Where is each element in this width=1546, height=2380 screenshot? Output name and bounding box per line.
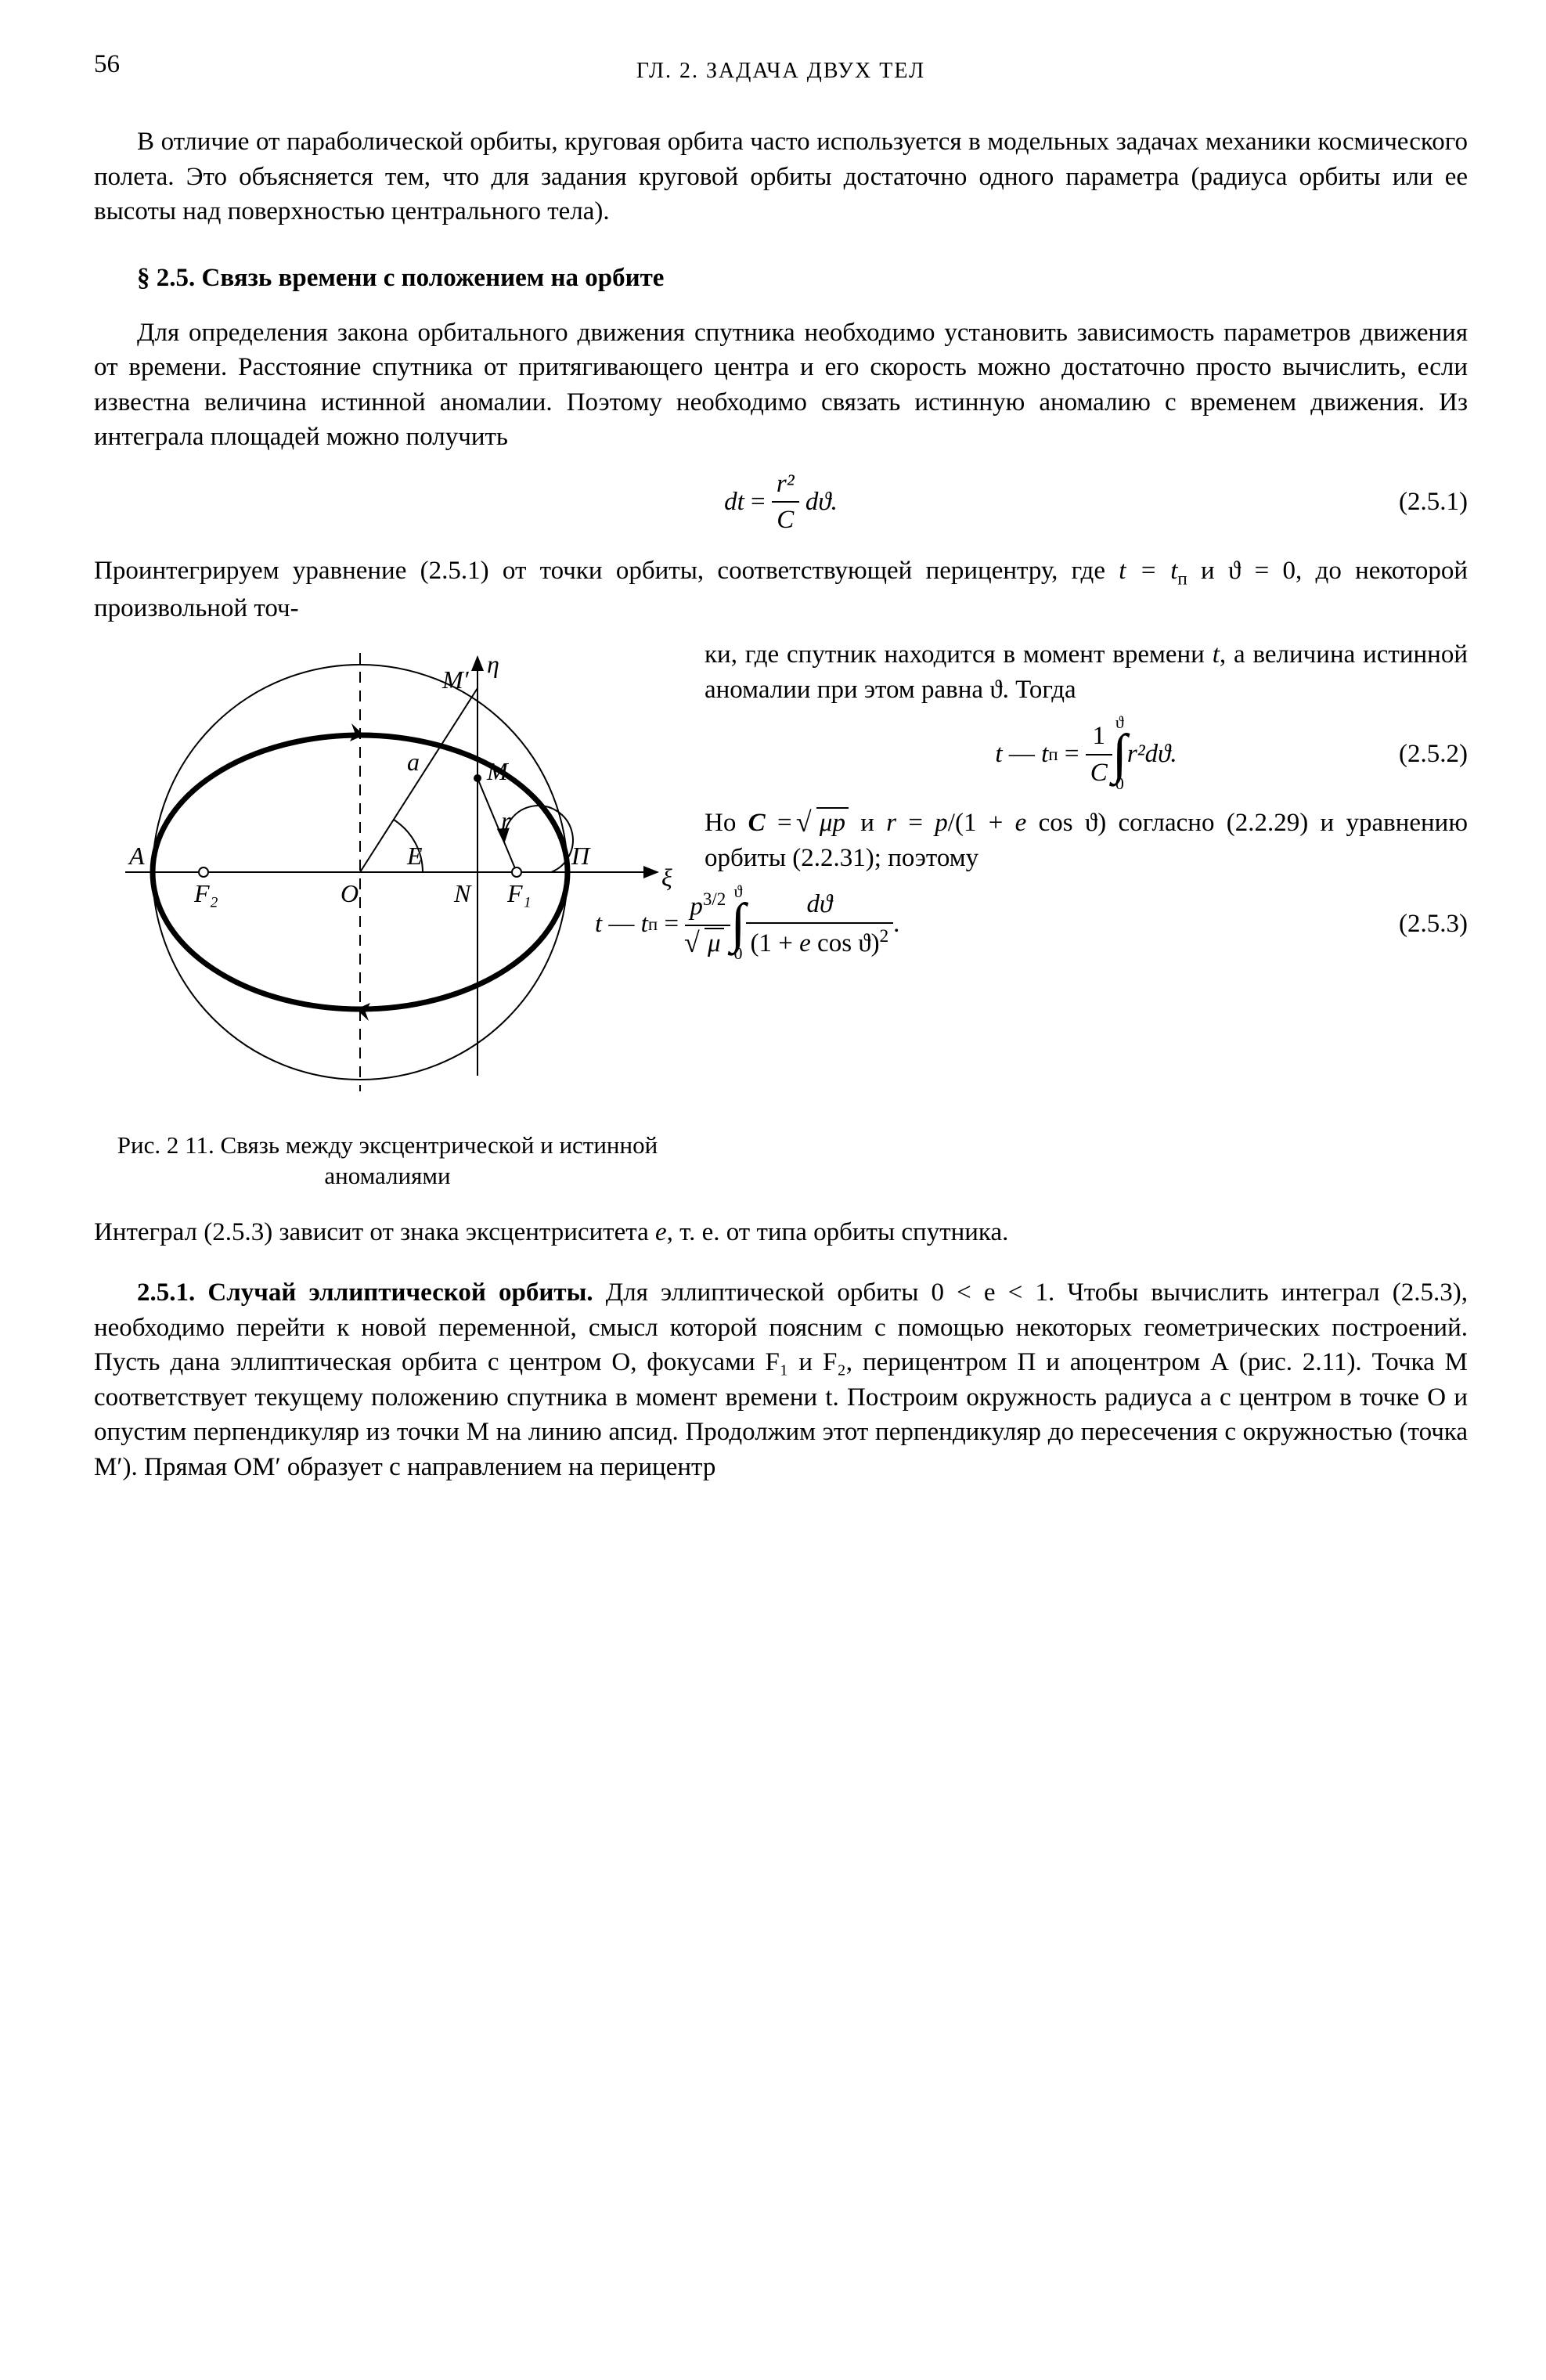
paragraph-5: Но C = μp и r = p/(1 + e cos ϑ) согласно…: [705, 806, 1468, 875]
page-number: 56: [94, 47, 120, 82]
svg-text:r: r: [501, 806, 511, 835]
svg-text:N: N: [453, 879, 472, 907]
text-column: ки, где спутник находится в момент време…: [705, 637, 1468, 976]
figure-2-11: F₁F₂ONAПξηMM′arE: [94, 637, 681, 1123]
equation-2-5-1: dt = r² C dϑ. (2.5.1): [94, 467, 1468, 538]
equation-2-5-3: t — tп = p3/2 μ ∫ ϑ 0 dϑ (1 + e cos ϑ)2 …: [595, 887, 1468, 961]
paragraph-4: ки, где спутник находится в момент време…: [705, 637, 1468, 707]
svg-text:M′: M′: [441, 665, 470, 694]
chapter-title: ГЛ. 2. ЗАДАЧА ДВУХ ТЕЛ: [94, 56, 1468, 86]
subsection-title: 2.5.1. Случай эллиптической орбиты.: [137, 1278, 593, 1307]
svg-text:O: O: [341, 879, 359, 907]
svg-text:F₂: F₂: [193, 879, 218, 907]
figure-text-row: F₁F₂ONAПξηMM′arE Рис. 2 11. Связь между …: [94, 637, 1468, 1192]
integral-icon: ∫ ϑ 0: [1112, 733, 1127, 777]
svg-text:F₁: F₁: [506, 879, 532, 907]
eq1-frac: r² C: [772, 467, 799, 538]
equation-2-5-2: t — tп = 1 C ∫ ϑ 0 r²dϑ. (2.5.2): [705, 719, 1468, 790]
eq1-rhs: dϑ.: [805, 485, 838, 520]
paragraph-7: 2.5.1. Случай эллиптической орбиты. Для …: [94, 1275, 1468, 1484]
svg-text:a: a: [407, 748, 420, 776]
page-header: 56 ГЛ. 2. ЗАДАЧА ДВУХ ТЕЛ: [94, 47, 1468, 85]
paragraph-1: В отличие от параболической орбиты, круг…: [94, 124, 1468, 229]
svg-text:η: η: [487, 650, 499, 678]
svg-text:E: E: [406, 842, 423, 870]
figure-caption: Рис. 2 11. Связь между эксцентрической и…: [94, 1130, 681, 1192]
paragraph-3: Проинтегрируем уравнение (2.5.1) от точк…: [94, 554, 1468, 626]
svg-text:M: M: [486, 757, 510, 785]
integral-icon: ∫ ϑ 0: [730, 902, 745, 946]
eq1-number: (2.5.1): [1399, 485, 1468, 520]
figure-column: F₁F₂ONAПξηMM′arE Рис. 2 11. Связь между …: [94, 637, 681, 1192]
paragraph-6: Интеграл (2.5.3) зависит от знака эксцен…: [94, 1215, 1468, 1250]
svg-text:A: A: [128, 842, 145, 870]
paragraph-2: Для определения закона орбитального движ…: [94, 316, 1468, 455]
svg-text:П: П: [571, 842, 591, 870]
section-title: § 2.5. Связь времени с положением на орб…: [94, 261, 1468, 296]
eq1-lhs: dt: [724, 485, 744, 520]
